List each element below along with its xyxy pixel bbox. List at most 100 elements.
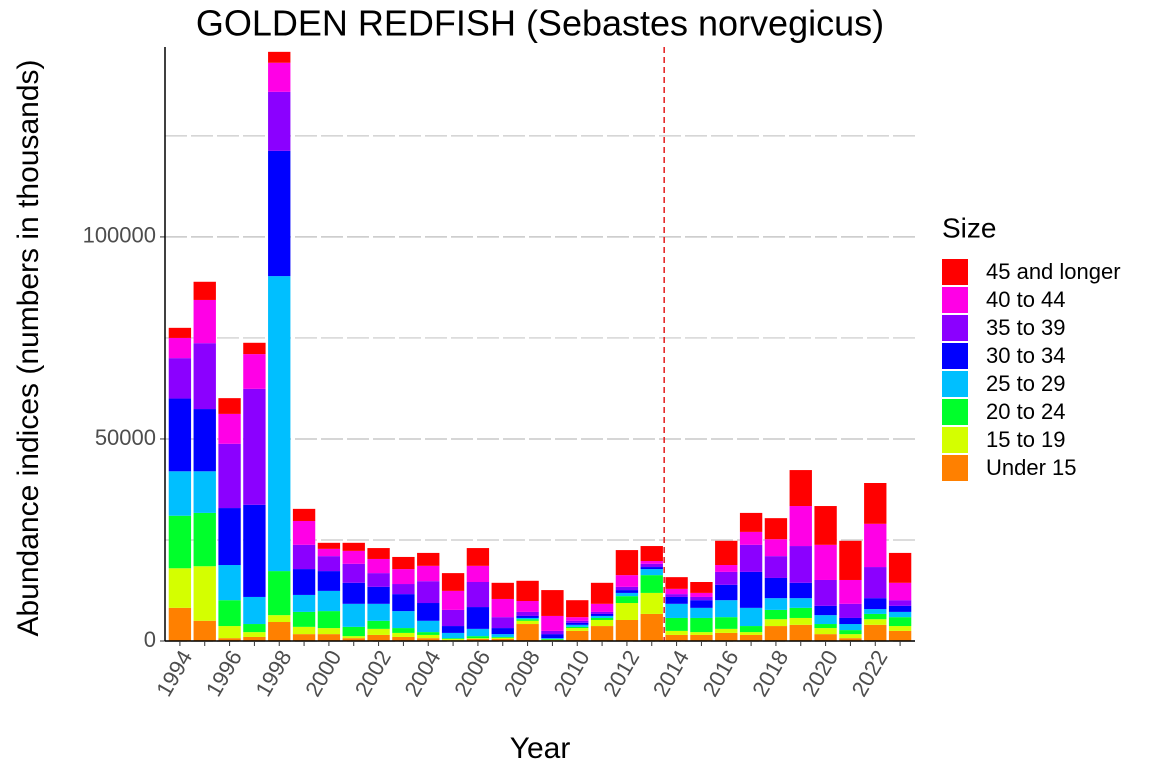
bar-segment xyxy=(789,624,812,641)
bar-segment xyxy=(516,611,539,616)
bar-segment xyxy=(864,609,887,614)
bar-segment xyxy=(342,603,365,627)
bar-segment xyxy=(541,615,564,631)
bar-segment xyxy=(814,544,837,580)
bar-segment xyxy=(566,626,589,629)
bar-segment xyxy=(292,544,316,570)
bar-segment xyxy=(566,628,589,631)
bar-segment xyxy=(268,62,291,92)
bar-segment xyxy=(814,634,837,641)
bar-segment xyxy=(417,565,440,582)
bar-segment xyxy=(193,281,216,300)
bar-segment xyxy=(317,590,341,612)
bar-segment xyxy=(168,398,192,472)
bar-segment xyxy=(739,607,763,627)
bar-segment xyxy=(566,630,589,641)
bar-segment xyxy=(292,520,316,545)
bar-segment xyxy=(590,603,614,612)
bar-segment xyxy=(243,632,266,637)
x-tick-label: 2008 xyxy=(499,646,545,701)
x-tick-label: 2000 xyxy=(300,646,346,701)
bar-segment xyxy=(441,590,465,610)
bar-segment xyxy=(715,565,738,572)
bar-segment xyxy=(888,617,912,627)
bar-segment xyxy=(839,603,862,618)
bar-segment xyxy=(441,638,465,639)
bar-segment xyxy=(541,630,564,635)
bar-segment xyxy=(342,638,365,641)
bar-segment xyxy=(590,617,614,620)
bar-segment xyxy=(690,607,713,618)
bar-segment xyxy=(168,327,192,338)
bar-segment xyxy=(243,504,266,597)
x-tick-label: 1994 xyxy=(151,646,197,701)
x-tick-label: 2014 xyxy=(648,646,694,701)
bar-segment xyxy=(367,586,390,604)
bar-segment xyxy=(640,575,663,593)
bar-segment xyxy=(466,638,490,641)
bar-segment xyxy=(839,630,862,635)
chart-title: GOLDEN REDFISH (Sebastes norvegicus) xyxy=(196,3,884,44)
bar-segment xyxy=(392,594,415,612)
bar-segment xyxy=(367,634,390,641)
bar-segment xyxy=(292,569,316,595)
bar-segment xyxy=(789,546,812,583)
bar-segment xyxy=(516,617,539,620)
bar-segment xyxy=(392,628,415,633)
bar-segment xyxy=(566,622,589,625)
legend-swatch xyxy=(942,287,968,313)
x-tick-label: 2018 xyxy=(747,646,793,701)
x-tick-label: 2022 xyxy=(847,646,893,701)
bar-segment xyxy=(888,600,912,606)
bar-segment xyxy=(168,607,192,641)
bar-segment xyxy=(566,624,589,627)
bar-segment xyxy=(491,634,514,637)
legend-label: 15 to 19 xyxy=(986,427,1066,452)
y-tick-label: 50000 xyxy=(95,425,156,450)
bar-segment xyxy=(417,634,440,639)
bar-segment xyxy=(690,632,713,635)
bar-segment xyxy=(814,579,837,606)
bar-segment xyxy=(789,617,812,625)
bar-segment xyxy=(665,617,688,631)
bar-segment xyxy=(392,611,415,629)
y-tick-label: 0 xyxy=(144,627,156,652)
bar-segment xyxy=(466,548,490,566)
bar-segment xyxy=(739,571,763,608)
bar-segment xyxy=(764,619,788,627)
bar-segment xyxy=(342,626,365,637)
bar-segment xyxy=(665,603,688,618)
legend-label: 25 to 29 xyxy=(986,371,1066,396)
bar-segment xyxy=(590,626,614,641)
legend-label: 35 to 39 xyxy=(986,315,1066,340)
bar-segment xyxy=(566,600,589,618)
bar-segment xyxy=(615,575,639,587)
legend-swatch xyxy=(942,427,968,453)
bar-segment xyxy=(342,563,365,583)
bar-segment xyxy=(466,607,490,629)
bar-segment xyxy=(392,632,415,637)
bar-segment xyxy=(193,343,216,410)
bar-segment xyxy=(218,398,241,414)
bar-segment xyxy=(193,409,216,472)
bar-segment xyxy=(888,552,912,583)
bar-segment xyxy=(441,626,465,633)
bar-segment xyxy=(814,615,837,625)
bar-segment xyxy=(268,150,291,277)
legend-title: Size xyxy=(942,212,996,243)
bar-segment xyxy=(864,619,887,625)
bar-segment xyxy=(292,611,316,627)
bar-segment xyxy=(367,603,390,621)
bar-segment xyxy=(615,550,639,576)
bar-segment xyxy=(466,636,490,639)
bar-segment xyxy=(168,515,192,569)
bar-segment xyxy=(193,620,216,641)
bar-segment xyxy=(516,619,539,621)
bar-segment xyxy=(268,571,291,616)
bar-segment xyxy=(690,617,713,633)
bar-segment xyxy=(789,607,812,618)
bar-segment xyxy=(218,443,241,509)
bar-segment xyxy=(516,600,539,612)
bar-segment xyxy=(317,611,341,629)
